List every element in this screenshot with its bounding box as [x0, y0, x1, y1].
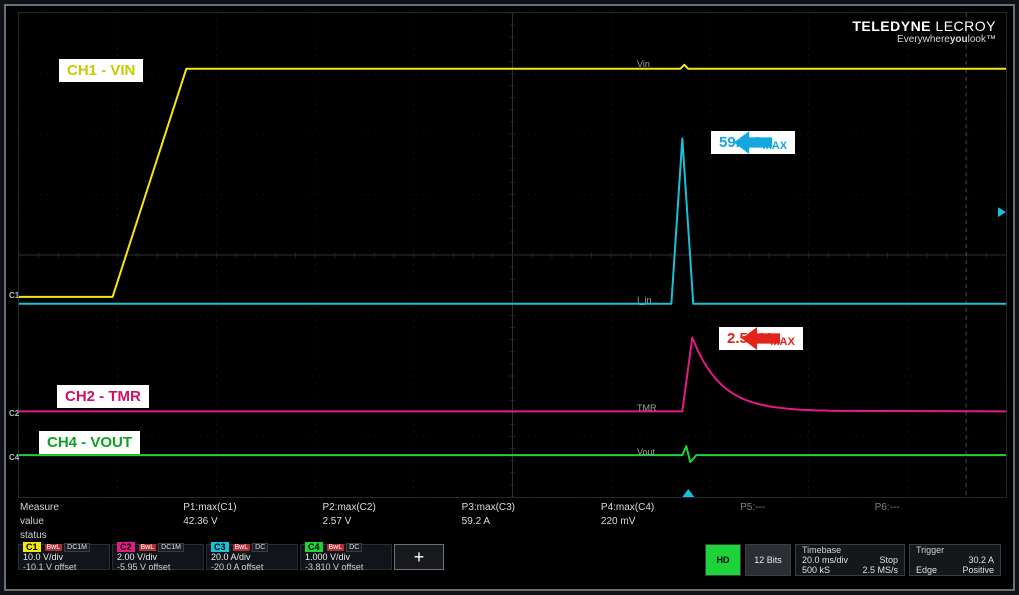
measure-p6-label[interactable]: P6:--- [873, 502, 1007, 513]
oscilloscope-frame: TELEDYNE LECROY Everywhereyoulook™ C1 C2… [4, 4, 1015, 591]
channel-box-c2[interactable]: C2BwLDC1M 2.00 V/div -5.95 V offset [112, 544, 204, 570]
trace-tag-vin: Vin [637, 59, 650, 69]
status-panel: Measure P1:max(C1) P2:max(C2) P3:max(C3)… [18, 500, 1007, 594]
plot-svg [19, 13, 1006, 497]
measure-row-value: value 42.36 V 2.57 V 59.2 A 220 mV [18, 514, 1007, 528]
hd-badge[interactable]: HD [705, 544, 741, 576]
channel-marker-c2: C2 [9, 409, 19, 418]
add-channel-button[interactable]: + [394, 544, 444, 570]
label-ch2-tmr: CH2 - TMR [57, 385, 149, 408]
channel-box-c1[interactable]: C1BwLDC1M 10.0 V/div -10.1 V offset [18, 544, 110, 570]
measure-row-label: Measure P1:max(C1) P2:max(C2) P3:max(C3)… [18, 500, 1007, 514]
measure-row-status: status [18, 528, 1007, 542]
measure-p2-value: 2.57 V [320, 516, 459, 527]
acquisition-strip: HD 12 Bits Timebase 27.2 ms 20.0 ms/div … [705, 544, 1001, 576]
measure-p2-label[interactable]: P2:max(C2) [320, 502, 459, 513]
brand-logo: TELEDYNE LECROY Everywhereyoulook™ [852, 19, 996, 45]
trace-tag-iin: I_in [637, 295, 652, 305]
brand-main: TELEDYNE [852, 18, 931, 34]
measure-p4-value: 220 mV [599, 516, 738, 527]
measure-p3-label[interactable]: P3:max(C3) [460, 502, 599, 513]
bits-badge[interactable]: 12 Bits [745, 544, 791, 576]
trace-tag-tmr: TMR [637, 403, 657, 413]
measure-p3-value: 59.2 A [460, 516, 599, 527]
measure-p1-label[interactable]: P1:max(C1) [181, 502, 320, 513]
brand-sub: LECROY [935, 18, 996, 34]
channel-marker-c4: C4 [9, 453, 19, 462]
trigger-box[interactable]: Trigger C3 DC 30.2 A Edge Positive [909, 544, 1001, 576]
label-ch4-vout: CH4 - VOUT [39, 431, 140, 454]
trace-tag-vout: Vout [637, 447, 655, 457]
timebase-box[interactable]: Timebase 27.2 ms 20.0 ms/div Stop 500 kS… [795, 544, 905, 576]
channel-marker-c1: C1 [9, 291, 19, 300]
measure-p1-value: 42.36 V [181, 516, 320, 527]
channel-box-c4[interactable]: C4BwLDC 1.000 V/div -3.810 V offset [300, 544, 392, 570]
channel-box-c3[interactable]: C3BwLDC 20.0 A/div -20.0 A offset [206, 544, 298, 570]
label-ch1-vin: CH1 - VIN [59, 59, 143, 82]
waveform-display[interactable]: TELEDYNE LECROY Everywhereyoulook™ C1 C2… [18, 12, 1007, 498]
annotation-tmr-max: 2.57 VMAX [719, 327, 803, 350]
measure-p4-label[interactable]: P4:max(C4) [599, 502, 738, 513]
measure-p5-label[interactable]: P5:--- [738, 502, 872, 513]
annotation-iin-max: 59.2 AMAX [711, 131, 795, 154]
